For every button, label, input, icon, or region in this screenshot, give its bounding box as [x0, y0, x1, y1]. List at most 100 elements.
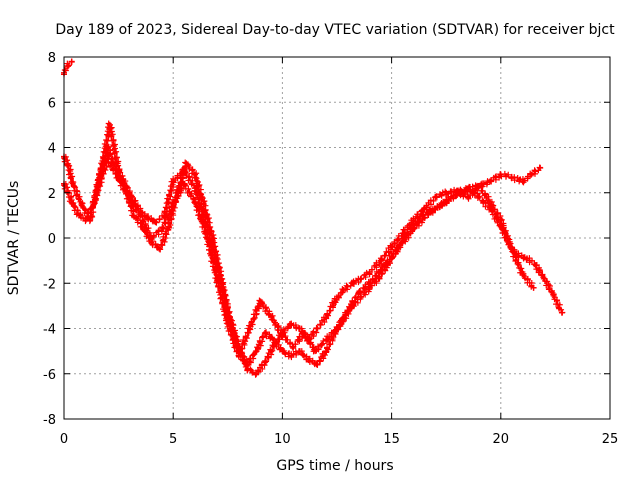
- data-point: [288, 320, 295, 327]
- data-point: [244, 361, 251, 368]
- axis-ticks: 0 5 10 15 20 25 -8 -6 -4 -2 0 2 4 6 8: [43, 51, 618, 447]
- data-point: [358, 275, 365, 282]
- x-tick-label: 5: [169, 432, 177, 447]
- series-track-a: [61, 58, 75, 78]
- data-point: [314, 361, 321, 368]
- data-point: [377, 266, 384, 273]
- data-point: [192, 171, 199, 178]
- data-point: [366, 280, 373, 287]
- data-point: [528, 171, 535, 178]
- data-point: [323, 348, 330, 355]
- data-point: [480, 198, 487, 205]
- data-point: [170, 178, 177, 185]
- data-point: [344, 307, 351, 314]
- data-point: [388, 253, 395, 260]
- data-point: [301, 330, 308, 337]
- data-point: [410, 225, 417, 232]
- x-tick-label: 15: [383, 432, 400, 447]
- data-point: [558, 309, 565, 316]
- data-point: [202, 230, 209, 237]
- data-point: [224, 320, 231, 327]
- data-point: [253, 370, 260, 377]
- data-point: [296, 348, 303, 355]
- data-point: [78, 201, 85, 208]
- data-point: [541, 275, 548, 282]
- plus-markers: [93, 155, 537, 360]
- data-point: [340, 287, 347, 294]
- y-tick-label: 0: [48, 232, 56, 247]
- data-point: [366, 268, 373, 275]
- data-point: [508, 173, 515, 180]
- data-point: [486, 198, 493, 205]
- y-tick-label: -8: [43, 413, 56, 428]
- data-point: [279, 332, 286, 339]
- data-point: [157, 246, 164, 253]
- data-point: [312, 348, 319, 355]
- data-point: [270, 336, 277, 343]
- data-point: [257, 298, 264, 305]
- data-point: [323, 336, 330, 343]
- data-point: [486, 178, 493, 185]
- data-point: [159, 225, 166, 232]
- data-point: [279, 348, 286, 355]
- data-point: [323, 314, 330, 321]
- series-track-d: [93, 155, 537, 360]
- data-point: [388, 244, 395, 251]
- data-point: [421, 205, 428, 212]
- data-point: [537, 164, 544, 171]
- data-point: [530, 284, 537, 291]
- data-point: [69, 180, 76, 187]
- data-point: [296, 325, 303, 332]
- y-tick-label: -4: [43, 323, 56, 338]
- data-point: [497, 216, 504, 223]
- data-point: [183, 160, 190, 167]
- data-point: [137, 212, 144, 219]
- data-point: [65, 162, 72, 169]
- data-point: [76, 212, 83, 219]
- y-tick-label: 8: [48, 51, 56, 66]
- x-axis-label: GPS time / hours: [276, 458, 393, 474]
- data-point: [192, 185, 199, 192]
- data-point: [93, 189, 100, 196]
- data-point: [421, 214, 428, 221]
- data-point: [399, 239, 406, 246]
- y-tick-label: 6: [48, 96, 56, 111]
- data-point: [465, 194, 472, 201]
- y-tick-label: 4: [48, 142, 56, 157]
- data-point: [261, 330, 268, 337]
- data-point: [290, 343, 297, 350]
- data-point: [314, 325, 321, 332]
- y-tick-label: -6: [43, 368, 56, 383]
- data-point: [235, 352, 242, 359]
- data-point: [524, 255, 531, 262]
- data-point: [64, 63, 71, 70]
- y-axis-label: SDTVAR / TECUs: [6, 181, 22, 296]
- data-point: [443, 198, 450, 205]
- data-point: [115, 176, 122, 183]
- data-point: [288, 352, 295, 359]
- data-point: [152, 219, 159, 226]
- data-point: [471, 189, 478, 196]
- data-point: [253, 348, 260, 355]
- data-point: [305, 357, 312, 364]
- data-point: [87, 216, 94, 223]
- data-point: [165, 223, 172, 230]
- y-tick-label: 2: [48, 187, 56, 202]
- data-point: [331, 298, 338, 305]
- data-point: [508, 246, 515, 253]
- data-point: [443, 189, 450, 196]
- data-point: [355, 289, 362, 296]
- data-point: [130, 212, 137, 219]
- data-point: [69, 201, 76, 208]
- data-point: [475, 182, 482, 189]
- data-point: [268, 314, 275, 321]
- x-tick-label: 10: [274, 432, 291, 447]
- data-point: [68, 58, 75, 65]
- data-point: [148, 235, 155, 241]
- data-point: [192, 198, 199, 205]
- x-tick-label: 0: [60, 432, 68, 447]
- data-point: [126, 194, 133, 201]
- data-point: [261, 359, 268, 366]
- y-tick-label: -2: [43, 277, 56, 292]
